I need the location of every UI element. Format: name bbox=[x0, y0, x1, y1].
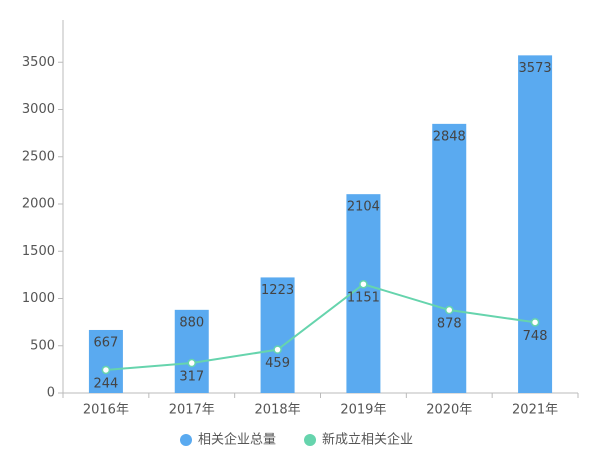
y-tick-label: 1000 bbox=[22, 291, 55, 306]
data-label: 244 bbox=[94, 376, 119, 391]
y-tick-label: 2500 bbox=[22, 149, 55, 164]
y-tick-label: 3500 bbox=[22, 55, 55, 70]
y-tick-label: 1500 bbox=[22, 244, 55, 259]
data-label: 459 bbox=[265, 356, 290, 371]
bar bbox=[260, 277, 295, 393]
data-label: 1151 bbox=[347, 291, 380, 306]
data-label: 878 bbox=[437, 317, 462, 332]
x-tick-label: 2019年 bbox=[340, 403, 386, 418]
y-tick-label: 500 bbox=[30, 338, 55, 353]
data-label: 667 bbox=[94, 335, 119, 350]
legend-label: 新成立相关企业 bbox=[322, 432, 413, 448]
data-label: 2848 bbox=[433, 129, 466, 144]
bar bbox=[432, 123, 467, 393]
data-label: 3573 bbox=[519, 61, 552, 76]
line-point bbox=[359, 279, 368, 289]
y-tick-label: 0 bbox=[47, 386, 55, 401]
x-tick-label: 2018年 bbox=[255, 403, 301, 418]
y-tick-label: 3000 bbox=[22, 102, 55, 117]
data-label: 748 bbox=[523, 329, 548, 344]
data-label: 880 bbox=[179, 315, 204, 330]
data-label: 1223 bbox=[261, 283, 294, 298]
line-point bbox=[101, 365, 111, 375]
y-tick-label: 2000 bbox=[22, 197, 55, 212]
legend-marker bbox=[304, 434, 317, 446]
line-point bbox=[445, 305, 454, 315]
x-tick-label: 2017年 bbox=[169, 403, 215, 418]
data-label: 317 bbox=[179, 370, 204, 385]
legend-label: 相关企业总量 bbox=[198, 432, 276, 448]
line-point bbox=[530, 318, 540, 327]
bar bbox=[88, 329, 123, 393]
x-tick-label: 2020年 bbox=[426, 403, 472, 418]
bar bbox=[518, 55, 553, 393]
legend-marker bbox=[180, 434, 192, 446]
line bbox=[105, 283, 536, 371]
line-point bbox=[273, 345, 282, 354]
x-tick-label: 2016年 bbox=[83, 403, 129, 418]
line-point bbox=[187, 358, 196, 368]
x-tick-label: 2021年 bbox=[512, 403, 558, 418]
data-label: 2104 bbox=[347, 200, 380, 215]
bar bbox=[174, 309, 209, 393]
